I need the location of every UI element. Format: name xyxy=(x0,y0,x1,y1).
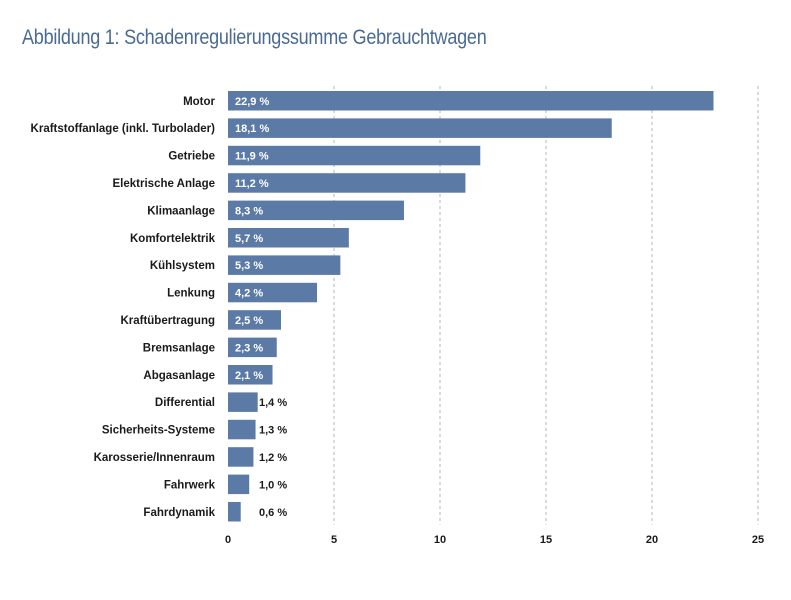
bar xyxy=(228,365,273,385)
chart-title: Abbildung 1: Schadenregulierungssumme Ge… xyxy=(22,26,487,49)
category-label: Lenkung xyxy=(167,288,215,300)
value-label: 4,2 % xyxy=(235,288,263,300)
category-label: Differential xyxy=(155,397,215,409)
bar xyxy=(228,282,318,303)
value-label: 5,3 % xyxy=(235,260,263,272)
x-tick-label: 10 xyxy=(434,534,446,546)
bar xyxy=(228,474,250,495)
value-label: 2,5 % xyxy=(235,315,263,327)
bar xyxy=(228,310,281,330)
category-label: Sicherheits-Systeme xyxy=(102,425,215,437)
value-label: 2,1 % xyxy=(235,370,263,382)
value-label: 0,6 % xyxy=(259,507,287,519)
x-tick-label: 25 xyxy=(752,534,764,546)
x-tick-label: 0 xyxy=(225,534,231,546)
value-label: 8,3 % xyxy=(235,205,263,217)
value-label: 11,9 % xyxy=(235,151,269,163)
category-label: Kraftstoffanlage (inkl. Turbolader) xyxy=(31,123,216,135)
value-label: 5,7 % xyxy=(235,233,263,245)
bar xyxy=(228,91,714,111)
category-label: Motor xyxy=(183,96,215,108)
category-label: Kühlsystem xyxy=(150,260,215,272)
value-label: 11,2 % xyxy=(235,178,269,190)
bar xyxy=(228,173,466,193)
value-label: 22,9 % xyxy=(235,96,269,108)
category-label: Kraftübertragung xyxy=(120,315,215,327)
value-label: 1,0 % xyxy=(259,479,287,491)
category-label: Karosserie/Innenraum xyxy=(94,452,215,464)
value-label: 1,3 % xyxy=(259,425,287,437)
x-tick-label: 5 xyxy=(331,534,337,546)
x-tick-label: 20 xyxy=(646,534,658,546)
category-label: Fahrdynamik xyxy=(143,507,215,519)
category-label: Klimaanlage xyxy=(147,205,215,217)
category-label: Elektrische Anlage xyxy=(113,178,215,190)
category-label: Bremsanlage xyxy=(143,342,215,354)
bar xyxy=(228,337,277,358)
x-tick-label: 15 xyxy=(540,534,552,546)
category-label: Getriebe xyxy=(168,151,215,163)
value-label: 18,1 % xyxy=(235,123,269,135)
bar xyxy=(228,255,341,275)
category-label: Komfortelektrik xyxy=(130,233,216,245)
value-label: 2,3 % xyxy=(235,342,263,354)
bar xyxy=(228,200,404,221)
category-label: Abgasanlage xyxy=(143,370,215,382)
value-label: 1,4 % xyxy=(259,397,287,409)
bar xyxy=(228,392,258,412)
category-label: Fahrwerk xyxy=(164,479,216,491)
bar xyxy=(228,419,256,440)
bar xyxy=(228,228,349,248)
bar xyxy=(228,502,241,522)
bar xyxy=(228,145,481,166)
bar xyxy=(228,447,254,467)
value-label: 1,2 % xyxy=(259,452,287,464)
bar xyxy=(228,118,612,138)
